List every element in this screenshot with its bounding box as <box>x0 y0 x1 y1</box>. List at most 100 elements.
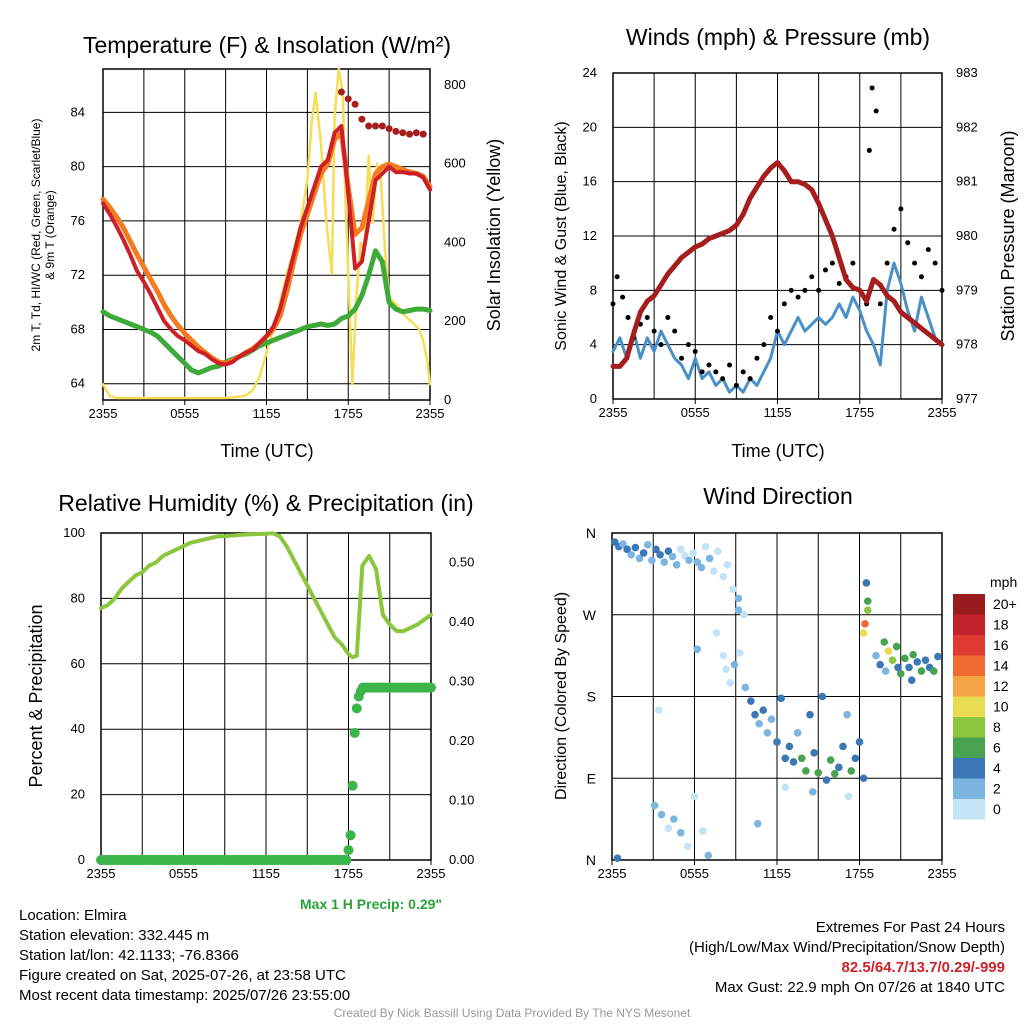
heat-index-point <box>372 122 379 130</box>
gust-point <box>699 369 705 375</box>
chart-title: Wind Direction <box>703 483 853 509</box>
direction-point <box>862 579 871 587</box>
direction-point <box>654 706 663 714</box>
direction-point <box>880 638 889 646</box>
x-tick-label: 1155 <box>253 406 281 421</box>
direction-point <box>685 556 693 565</box>
direction-point <box>652 545 660 554</box>
latlon-line: Station lat/lon: 42.1133; -76.8366 <box>19 947 239 964</box>
direction-point <box>905 663 913 672</box>
gust-point <box>679 355 685 361</box>
direction-point <box>826 756 835 764</box>
direction-point <box>777 694 785 703</box>
precip-point <box>341 855 352 865</box>
gust-point <box>727 362 733 368</box>
direction-point <box>929 667 938 675</box>
legend-label: 2 <box>993 781 1001 797</box>
temperature-line <box>101 124 432 367</box>
direction-point <box>660 558 669 566</box>
precip-point <box>343 845 354 856</box>
direction-point <box>785 742 794 751</box>
chart-title: Relative Humidity (%) & Precipitation (i… <box>58 490 473 516</box>
direction-point <box>909 650 917 659</box>
direction-point <box>722 665 730 674</box>
gust-point <box>685 342 691 348</box>
x-tick-label: 0555 <box>681 405 710 420</box>
y2-tick-label: 200 <box>444 313 466 328</box>
direction-point <box>894 663 902 672</box>
direction-point <box>781 783 790 792</box>
x-tick-label: 2355 <box>87 866 116 881</box>
y-tick-label: W <box>583 607 597 623</box>
legend-swatch <box>953 594 985 615</box>
y2-tick-label: 0.50 <box>449 555 474 570</box>
direction-point <box>627 551 636 559</box>
direction-point <box>921 656 930 664</box>
gust-point <box>625 315 631 320</box>
direction-point <box>676 545 685 554</box>
direction-point <box>726 679 735 687</box>
gust-point <box>614 274 620 280</box>
gust-point <box>644 315 650 320</box>
direction-point <box>808 788 817 796</box>
direction-point <box>753 819 762 828</box>
x-tick-label: 2355 <box>417 866 446 881</box>
direction-point <box>690 792 699 801</box>
y-axis-label: Percent & Precipitation <box>26 604 46 787</box>
gust-point <box>891 226 897 232</box>
direction-point <box>884 647 893 655</box>
direction-point <box>648 556 656 565</box>
direction-point <box>755 719 763 728</box>
y-tick-label: 40 <box>71 721 85 736</box>
gust-point <box>829 260 835 266</box>
direction-point <box>751 710 759 719</box>
gust-point <box>873 108 879 114</box>
heat-index-point <box>337 88 345 96</box>
gust-point <box>740 369 746 375</box>
direction-point <box>767 715 776 724</box>
gust-point <box>651 328 657 334</box>
recent-data-line: Most recent data timestamp: 2025/07/26 2… <box>19 987 351 1004</box>
y-tick-label: 20 <box>583 119 597 134</box>
direction-point <box>802 767 810 775</box>
heat-index-point <box>412 129 420 137</box>
y-tick-label: 100 <box>63 525 85 540</box>
y-tick-label: 0 <box>590 391 597 406</box>
gust-point <box>918 274 924 280</box>
gust-point <box>733 382 739 388</box>
gust-point <box>761 342 767 348</box>
y-axis-label: Direction (Colored By Speed) <box>553 592 570 800</box>
direction-point <box>697 563 706 572</box>
chart-title: Winds (mph) & Pressure (mb) <box>626 24 930 50</box>
gust-point <box>877 301 883 307</box>
gust-point <box>672 328 678 334</box>
direction-point <box>693 558 702 566</box>
max-gust-line: Max Gust: 22.9 mph On 07/26 at 1840 UTC <box>714 979 1005 996</box>
gust-point <box>620 294 626 300</box>
direction-point <box>747 697 755 705</box>
y-tick-label: 8 <box>590 282 597 297</box>
station-info: Location: Elmira Station elevation: 332.… <box>19 906 350 1006</box>
gust-point <box>788 287 794 293</box>
legend-swatch <box>953 717 985 738</box>
direction-point <box>810 749 818 757</box>
direction-point <box>736 649 744 657</box>
x-tick-label: 1155 <box>252 866 280 881</box>
y-tick-label: 76 <box>71 213 85 228</box>
y-axis-label-line: 2m T, Td, HI/WC (Red, Green, Scarlet/Blu… <box>29 119 43 352</box>
x-tick-label: 1755 <box>845 405 874 420</box>
gust-point <box>809 274 815 280</box>
extremes-info: Extremes For Past 24 Hours (High/Low/Max… <box>689 918 1005 998</box>
gust-point <box>822 267 828 273</box>
legend-label: 16 <box>993 637 1009 653</box>
direction-point <box>822 776 831 784</box>
gust-point <box>884 260 890 266</box>
humidity-line <box>99 531 433 660</box>
direction-point <box>861 620 869 628</box>
direction-point <box>657 810 666 819</box>
gust-point <box>912 260 918 266</box>
y2-tick-label: 0.00 <box>449 852 474 867</box>
direction-point <box>705 554 714 563</box>
y-axis-label: Sonic Wind & Gust (Blue, Black) <box>553 121 570 350</box>
y-tick-label: 84 <box>71 104 85 119</box>
